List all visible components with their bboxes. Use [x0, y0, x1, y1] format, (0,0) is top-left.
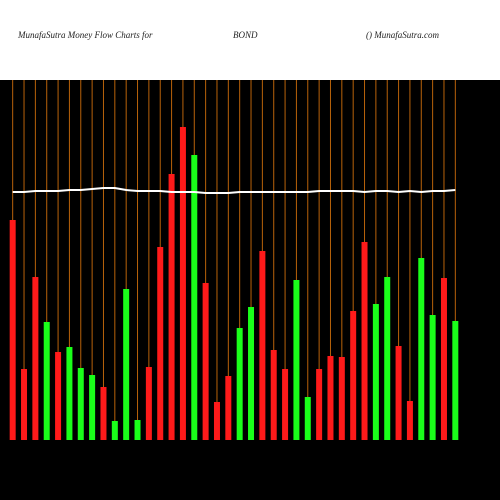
- bar: [440, 278, 447, 440]
- bar: [372, 304, 379, 440]
- bar: [316, 369, 323, 440]
- bar: [270, 350, 277, 440]
- bar: [21, 369, 28, 440]
- money-flow-line: [12, 187, 456, 194]
- bar: [236, 328, 243, 440]
- site-name: () MunafaSutra.com: [366, 30, 439, 40]
- bar: [145, 367, 152, 440]
- bar: [55, 352, 62, 440]
- bar: [89, 375, 96, 440]
- bar: [282, 369, 289, 440]
- bar: [384, 277, 391, 440]
- chart-title: MunafaSutra Money Flow Charts for: [17, 30, 153, 40]
- bar: [123, 289, 130, 440]
- bar: [361, 242, 368, 440]
- bar: [179, 127, 186, 440]
- bar: [77, 368, 84, 440]
- bar: [111, 421, 118, 440]
- bar: [304, 397, 311, 440]
- bar: [338, 357, 345, 440]
- bar: [213, 402, 220, 440]
- bar: [202, 283, 209, 440]
- bar: [100, 387, 107, 440]
- bar: [191, 155, 198, 440]
- bar: [32, 277, 39, 440]
- bar: [293, 280, 300, 440]
- bar: [418, 258, 425, 440]
- bar: [66, 347, 73, 440]
- bar: [168, 174, 175, 440]
- bar: [429, 315, 436, 440]
- bar: [395, 346, 402, 440]
- bar: [225, 376, 232, 440]
- symbol: BOND: [233, 30, 258, 40]
- bar: [406, 401, 413, 440]
- bar: [248, 307, 255, 440]
- bar: [134, 420, 141, 440]
- bar: [9, 220, 16, 440]
- bar: [157, 247, 164, 440]
- bar: [259, 251, 266, 440]
- bar: [350, 311, 357, 440]
- bar: [43, 322, 50, 440]
- bar: [327, 356, 334, 440]
- bar: [452, 321, 459, 440]
